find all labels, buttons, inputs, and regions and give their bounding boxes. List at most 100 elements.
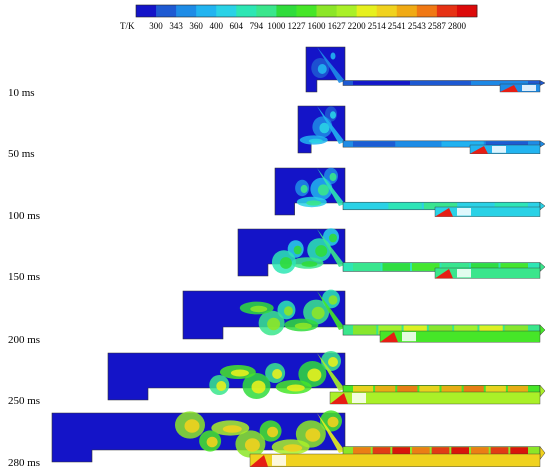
hot-spot <box>250 455 268 467</box>
tube-temperature-band <box>423 202 458 210</box>
mixing-core <box>283 444 303 452</box>
colorbar-frame <box>135 4 478 18</box>
tube-temperature-band <box>500 263 528 271</box>
colorbar-tick-label: 1600 <box>308 21 327 31</box>
mixing-core <box>328 357 338 367</box>
tube-end-cap <box>539 261 546 273</box>
tube-temperature-band <box>412 81 469 85</box>
tube-temperature-band <box>388 202 422 210</box>
colorbar-tick-label: 1227 <box>287 21 306 31</box>
colorbar-unit-label: T/K <box>120 21 135 31</box>
mixing-core <box>307 368 322 382</box>
hot-spot <box>380 332 398 343</box>
tube-temperature-band <box>494 202 528 210</box>
tube-temperature-band <box>382 263 410 271</box>
mixing-core <box>300 184 308 194</box>
tube-temperature-band <box>451 447 469 459</box>
mixing-core <box>305 428 321 442</box>
mixing-core <box>308 138 323 144</box>
mixing-core <box>329 233 337 243</box>
channel-gap <box>492 146 506 153</box>
tube-temperature-band <box>419 385 440 397</box>
lower-channel <box>434 267 541 279</box>
hot-spot <box>435 208 453 217</box>
colorbar-tick-label: 360 <box>189 21 203 31</box>
tube-temperature-band <box>485 141 528 147</box>
time-label: 150 ms <box>8 271 40 283</box>
mixing-core <box>330 111 336 119</box>
tube-temperature-band <box>353 385 374 397</box>
colorbar-swatch <box>296 5 317 17</box>
tube-end-cap <box>539 445 546 461</box>
channel-gap <box>272 455 286 466</box>
colorbar-tick-label: 1627 <box>328 21 347 31</box>
colorbar-tick-labels: 300 343 360 400 604 794 1000 1227 1600 1627 2200 25… <box>149 21 466 31</box>
mixing-core <box>267 426 279 438</box>
tube-temperature-band <box>403 325 427 335</box>
frame-2: 50 ms <box>8 105 546 160</box>
colorbar-swatch <box>336 5 358 17</box>
mixing-core <box>301 261 318 267</box>
tube-end-cap <box>539 140 546 148</box>
hot-spot <box>500 85 518 92</box>
injection-jet <box>317 413 345 453</box>
tube-temperature-band <box>471 81 528 85</box>
mixing-core <box>250 305 268 313</box>
tube-temperature-band <box>479 325 503 335</box>
tube-end-cap <box>539 384 546 398</box>
time-label: 100 ms <box>8 210 40 222</box>
hot-spot <box>330 393 348 404</box>
colorbar-tick-label: 2800 <box>448 21 467 31</box>
tube-temperature-band <box>372 447 391 459</box>
tube-temperature-band <box>471 263 499 271</box>
lower-channel <box>329 391 541 405</box>
colorbar-tick-label: 2514 <box>368 21 387 31</box>
tube-temperature-band <box>485 385 506 397</box>
colorbar-swatch <box>156 5 177 17</box>
tube-temperature-band <box>490 447 509 459</box>
tube-temperature-band <box>353 81 410 85</box>
lower-channel <box>434 206 541 217</box>
combustion-frames: 10 ms 50 ms 100 ms 150 ms 200 ms 250 ms 280 ms <box>8 46 546 469</box>
colorbar-swatch <box>376 5 398 17</box>
tube-temperature-band <box>510 447 528 459</box>
mixing-core <box>267 317 281 331</box>
tube-temperature-band <box>378 325 402 335</box>
colorbar-tick-label: 2541 <box>388 21 406 31</box>
mixing-core <box>317 64 327 74</box>
injection-jet <box>317 47 345 83</box>
colorbar-tick-label: 2587 <box>428 21 447 31</box>
colorbar-swatch <box>456 5 478 17</box>
time-label: 200 ms <box>8 334 40 346</box>
tube-temperature-band <box>353 202 387 210</box>
channel-gap <box>352 393 366 403</box>
colorbar-tick-label: 1000 <box>267 21 286 31</box>
tube-temperature-band <box>459 202 493 210</box>
frame-1: 10 ms <box>8 46 546 99</box>
channel-gap <box>402 332 416 342</box>
mixing-core <box>293 245 302 255</box>
tube-temperature-band <box>353 263 381 271</box>
frame-7: 280 ms <box>8 410 546 469</box>
tube-end-cap <box>539 324 546 336</box>
tube-temperature-band <box>375 385 396 397</box>
tube-temperature-band <box>504 325 528 335</box>
tube-temperature-band <box>441 385 462 397</box>
hot-spot <box>435 269 453 279</box>
mixing-core <box>327 416 339 428</box>
channel-gap <box>522 85 536 91</box>
colorbar-swatch <box>216 5 237 17</box>
tube-temperature-band <box>428 325 453 335</box>
mixing-core <box>329 172 337 182</box>
mixing-core <box>311 306 325 320</box>
mixing-core <box>222 425 242 433</box>
injection-jet <box>317 353 345 391</box>
colorbar-swatch <box>436 5 458 17</box>
colorbar-swatch <box>316 5 337 17</box>
mixing-core <box>330 52 336 60</box>
frame-4: 150 ms <box>8 228 546 283</box>
tube-temperature-band <box>441 141 484 147</box>
tube-temperature-band <box>507 385 528 397</box>
colorbar-swatch <box>196 5 217 17</box>
